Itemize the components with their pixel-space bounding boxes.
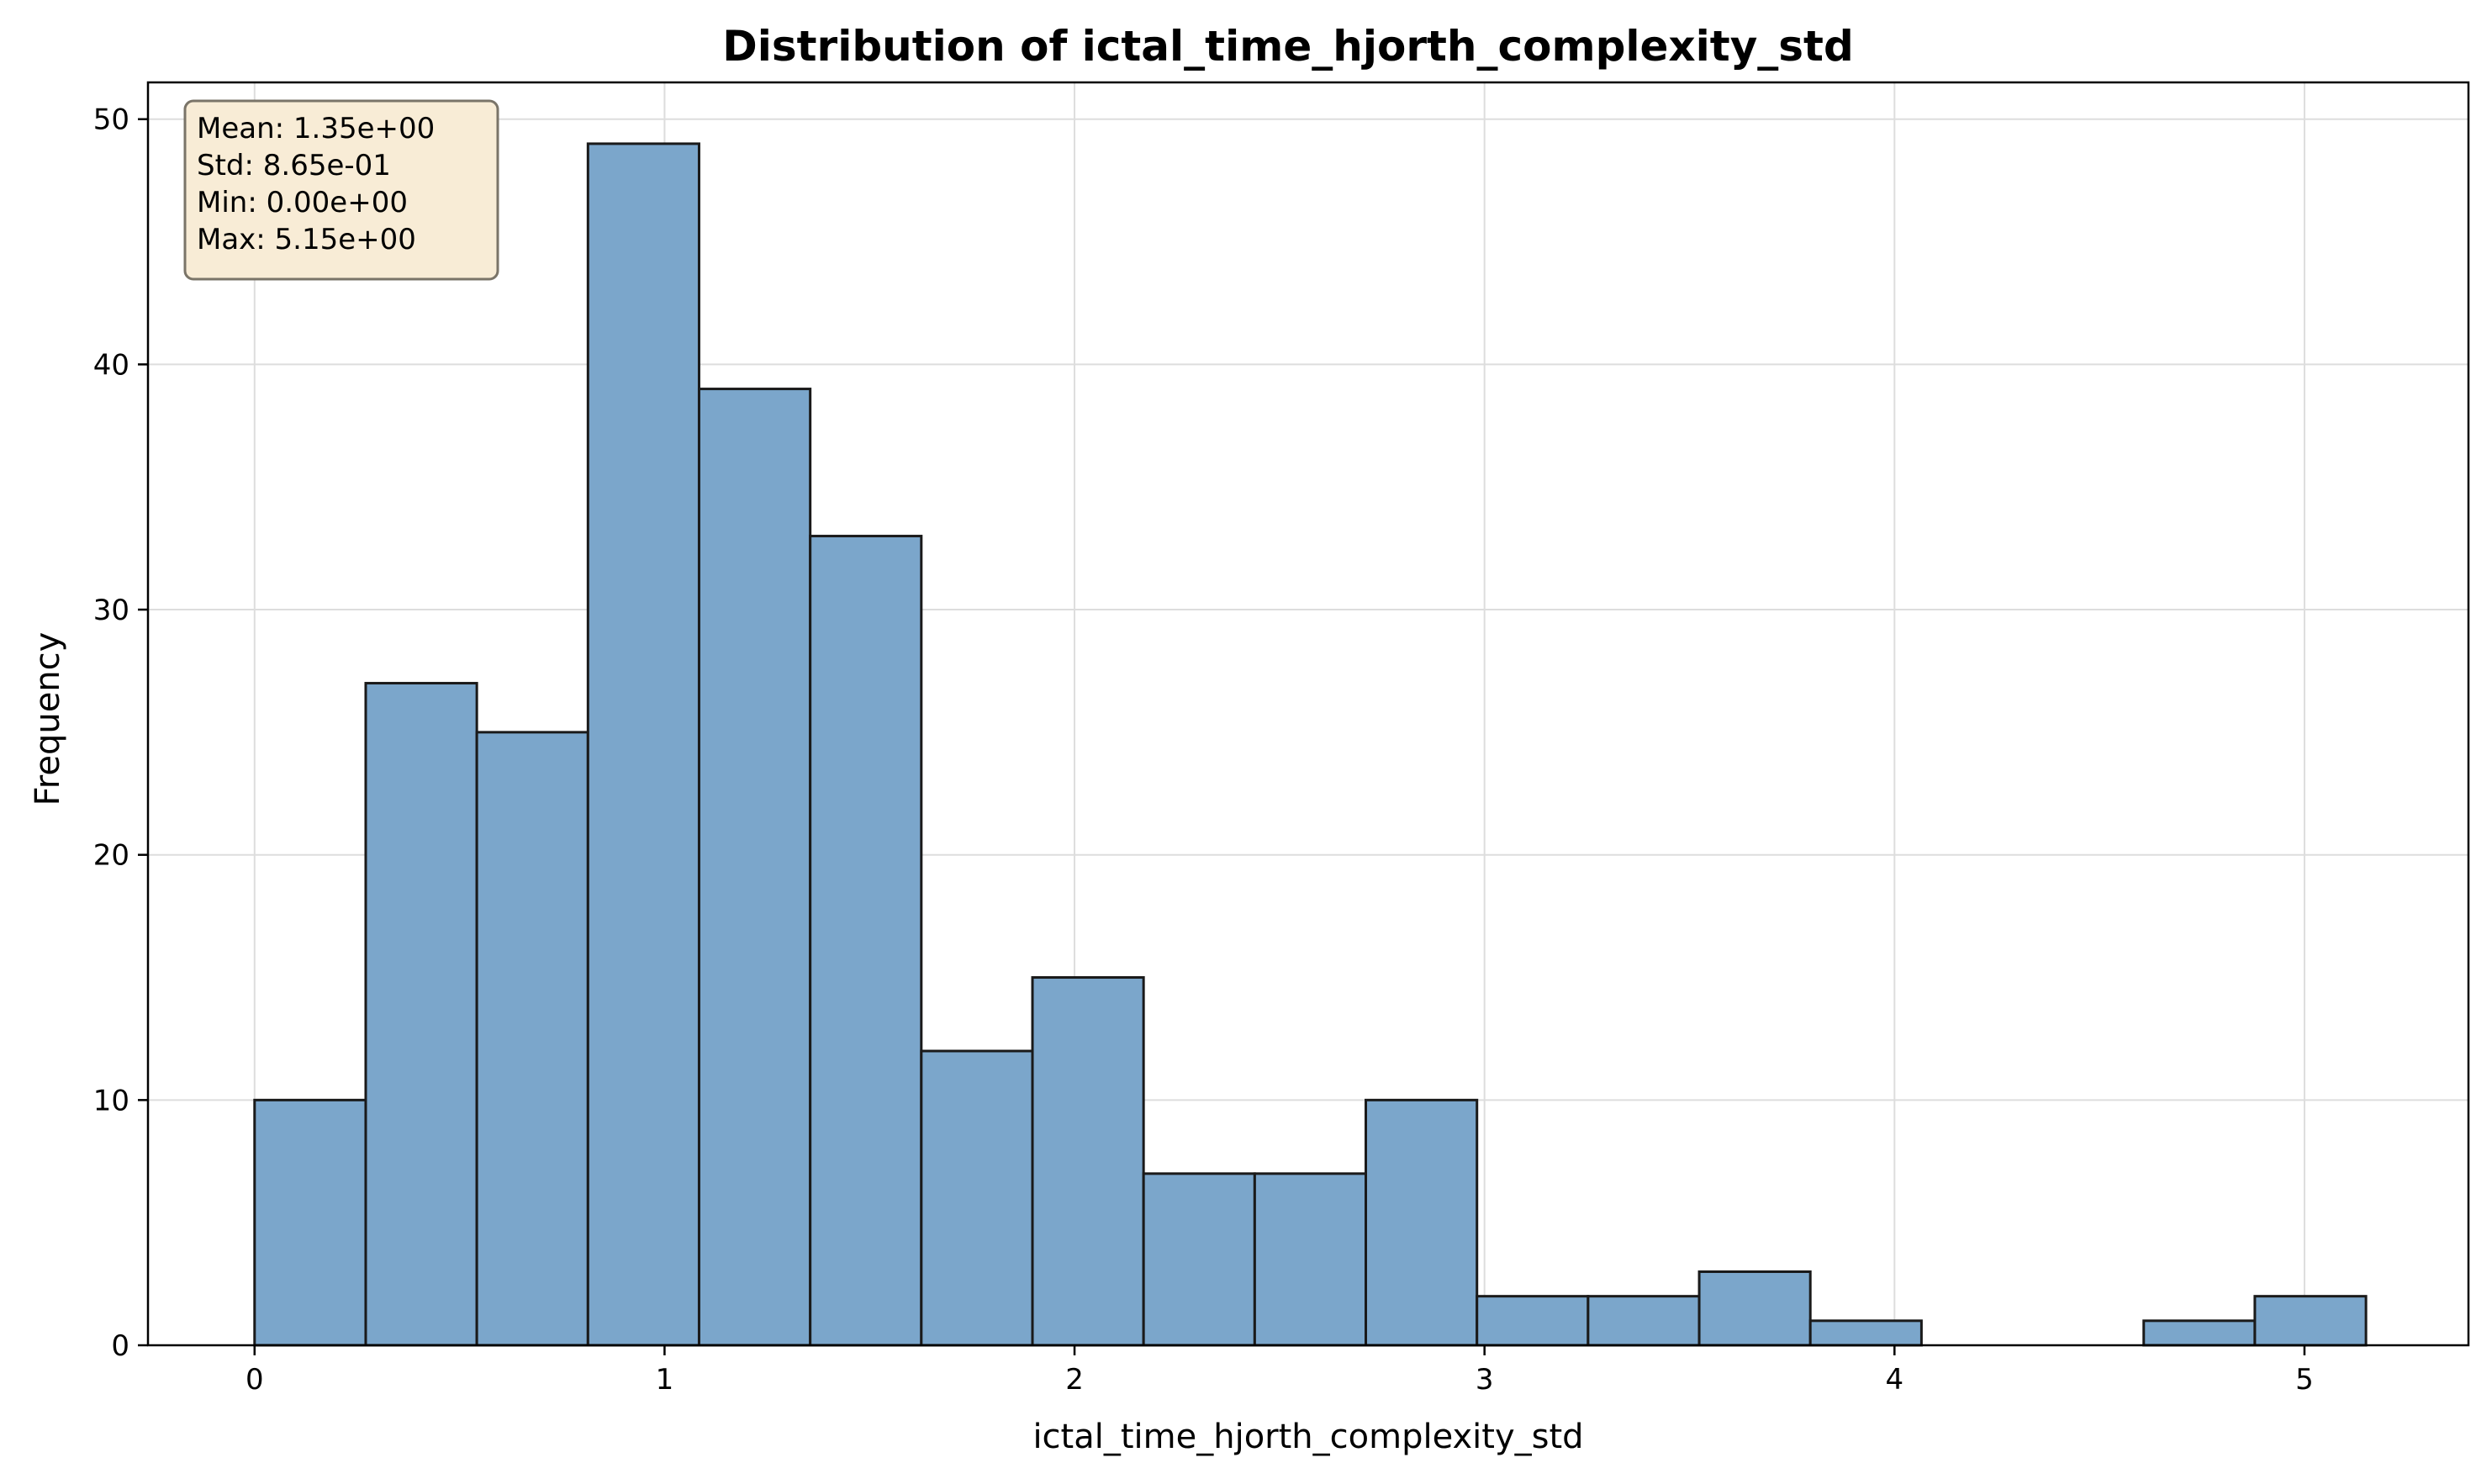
y-tick-label: 30 [93,594,129,627]
x-tick-label: 3 [1476,1363,1494,1397]
histogram-bar [1031,976,1145,1347]
plot-frame [146,81,2470,1347]
x-tick-label: 1 [656,1363,674,1397]
histogram-bar [1476,1295,1590,1347]
histogram-bar [809,535,923,1347]
y-tick-label: 0 [111,1329,129,1363]
histogram-bar [364,682,478,1347]
y-tick-label: 20 [93,839,129,873]
histogram-bar [1808,1319,1923,1347]
x-tick-label: 5 [2295,1363,2314,1397]
stats-mean: Mean: 1.35e+00 [197,112,435,145]
stats-std: Std: 8.65e-01 [197,149,391,182]
histogram-bar [1587,1295,1701,1347]
histogram-bar [1142,1172,1256,1347]
y-axis-label: Frequency [29,632,67,806]
y-tick-label: 50 [93,103,129,137]
histogram-bar [1697,1270,1812,1347]
histogram-bar [697,388,812,1347]
y-tick-label: 10 [93,1084,129,1117]
histogram-bar [2142,1319,2257,1347]
histogram-bar [920,1049,1034,1347]
stats-max: Max: 5.15e+00 [197,223,416,256]
stats-min: Min: 0.00e+00 [197,186,408,219]
histogram-bar [2253,1295,2368,1347]
stats-box-background [183,99,499,281]
stats-box: Mean: 1.35e+00 Std: 8.65e-01 Min: 0.00e+… [183,99,499,281]
histogram-bar [1253,1172,1368,1347]
chart-title: Distribution of ictal_time_hjorth_comple… [722,22,1854,71]
histogram-bar [586,142,700,1347]
x-tick-label: 2 [1065,1363,1084,1397]
x-tick-label: 4 [1885,1363,1903,1397]
histogram-bar [475,731,589,1347]
histogram-bar [253,1098,367,1347]
y-tick-label: 40 [93,348,129,382]
bars-layer [253,142,2368,1347]
x-axis-label: ictal_time_hjorth_complexity_std [1032,1418,1583,1456]
x-tick-label: 0 [246,1363,264,1397]
histogram-bar [1365,1098,1479,1347]
